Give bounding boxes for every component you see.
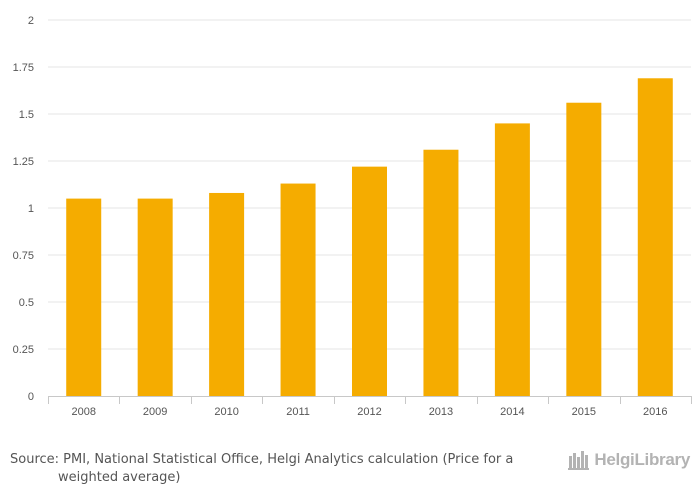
bar[interactable] [566, 102, 602, 396]
bars [66, 78, 673, 397]
brand-name: HelgiLibrary [594, 450, 690, 469]
y-tick-label: 1.25 [13, 156, 34, 168]
source-note: Source: PMI, National Statistical Office… [10, 451, 530, 487]
y-tick-label: 0 [28, 391, 34, 403]
bar[interactable] [209, 192, 245, 396]
bar[interactable] [423, 149, 459, 396]
x-tick-label: 2013 [429, 406, 453, 418]
bar[interactable] [280, 183, 316, 396]
y-tick-label: 1.75 [13, 62, 34, 74]
helgi-library-logo: HelgiLibrary [568, 449, 690, 471]
y-tick-label: 0.5 [19, 297, 34, 309]
bar[interactable] [494, 123, 530, 397]
x-tick-label: 2009 [143, 406, 167, 418]
y-axis-ticks: 0 0.25 0.5 0.75 1 1.25 1.5 1.75 2 [13, 15, 34, 403]
x-axis-ticks: 2008 2009 2010 2011 2012 2013 2014 2015 2016 [71, 406, 667, 418]
y-tick-label: 1 [28, 203, 34, 215]
bar[interactable] [137, 198, 173, 396]
bar[interactable] [352, 166, 387, 396]
bar[interactable] [637, 78, 673, 396]
x-tick-label: 2012 [357, 406, 381, 418]
source-line-2: weighted average) [58, 470, 181, 485]
x-tick-label: 2016 [643, 406, 667, 418]
x-axis [48, 396, 692, 404]
y-tick-label: 2 [28, 15, 34, 27]
x-tick-label: 2008 [71, 406, 95, 418]
x-tick-label: 2011 [286, 406, 310, 418]
x-tick-label: 2015 [572, 406, 596, 418]
source-line-1: Source: PMI, National Statistical Office… [10, 452, 514, 467]
bar[interactable] [66, 198, 102, 396]
x-tick-label: 2014 [500, 406, 524, 418]
y-tick-label: 1.5 [19, 109, 34, 121]
y-tick-label: 0.25 [13, 344, 34, 356]
y-tick-label: 0.75 [13, 250, 34, 262]
x-tick-label: 2010 [214, 406, 238, 418]
library-icon [568, 451, 590, 470]
